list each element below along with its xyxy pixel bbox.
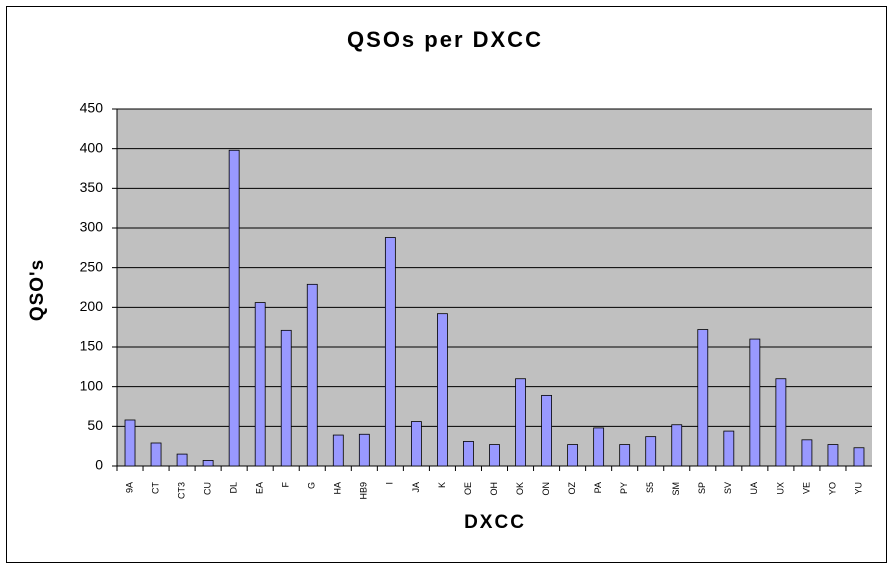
bar: [567, 444, 579, 467]
x-tick-label: 9A: [124, 482, 134, 493]
x-tick-label: K: [437, 482, 447, 488]
bar: [749, 338, 761, 467]
x-tick-label: UA: [749, 482, 759, 495]
chart-title: QSOs per DXCC: [347, 27, 543, 52]
x-tick-label: S5: [645, 482, 655, 493]
x-tick-label: OZ: [567, 481, 577, 494]
x-tick-label: I: [385, 482, 395, 485]
y-tick-label: 200: [80, 298, 104, 314]
y-tick-label: 0: [95, 457, 103, 473]
x-tick-label: CT3: [176, 482, 186, 499]
bar: [150, 442, 162, 467]
bar: [489, 444, 500, 467]
x-tick-label: F: [281, 482, 291, 488]
y-axis-label: QSO's: [27, 259, 48, 321]
bar: [801, 439, 813, 467]
y-tick-label: 150: [80, 338, 104, 354]
plot-area: [117, 109, 872, 466]
bar: [306, 283, 318, 467]
bar: [619, 444, 631, 467]
bar: [515, 378, 526, 467]
x-tick-label: DL: [229, 482, 239, 494]
x-tick-label: CU: [202, 482, 212, 495]
bar: [332, 434, 344, 467]
x-tick-label: SV: [723, 482, 733, 494]
bar: [723, 430, 735, 467]
x-tick-label: SM: [671, 482, 681, 496]
bar: [124, 419, 136, 467]
x-tick-label: OH: [489, 482, 499, 496]
x-tick-label: SP: [697, 482, 707, 494]
x-tick-label: OK: [515, 482, 525, 495]
x-tick-label: G: [307, 482, 317, 489]
x-tick-label: OE: [463, 482, 473, 495]
x-tick-label: YO: [827, 482, 837, 495]
y-tick-label: 300: [80, 219, 104, 235]
bar: [541, 394, 552, 467]
y-tick-label: 100: [80, 377, 104, 393]
x-tick-label: YU: [853, 482, 863, 495]
bar: [775, 378, 787, 467]
bar: [593, 427, 605, 467]
x-tick-label: EA: [255, 482, 265, 494]
x-tick-label: CT: [150, 482, 160, 494]
x-tick-label: HA: [333, 482, 343, 495]
x-tick-label: VE: [801, 482, 811, 494]
bar: [853, 447, 865, 467]
bar: [645, 436, 657, 467]
bar: [827, 444, 839, 467]
y-tick-label: 450: [80, 100, 104, 116]
y-tick-label: 350: [80, 179, 104, 195]
bar: [410, 421, 422, 467]
bar: [254, 302, 266, 467]
bar: [202, 460, 214, 467]
y-tick-label: 50: [87, 417, 103, 433]
bar: [228, 149, 240, 467]
bar: [358, 433, 370, 467]
bar: [463, 441, 474, 467]
bar: [671, 424, 683, 467]
bar: [280, 329, 292, 467]
bar: [437, 313, 448, 467]
bar: [384, 237, 396, 467]
bar: [697, 329, 709, 467]
x-tick-label: ON: [541, 482, 551, 496]
x-tick-label: UX: [775, 482, 785, 495]
y-tick-label: 250: [80, 258, 104, 274]
x-axis-label: DXCC: [464, 512, 526, 533]
x-tick-label: PA: [593, 482, 603, 493]
x-tick-label: HB9: [359, 482, 369, 500]
y-tick-label: 400: [80, 139, 104, 155]
bar: [176, 453, 188, 467]
x-tick-label: PY: [619, 482, 629, 494]
x-tick-label: JA: [411, 482, 421, 493]
